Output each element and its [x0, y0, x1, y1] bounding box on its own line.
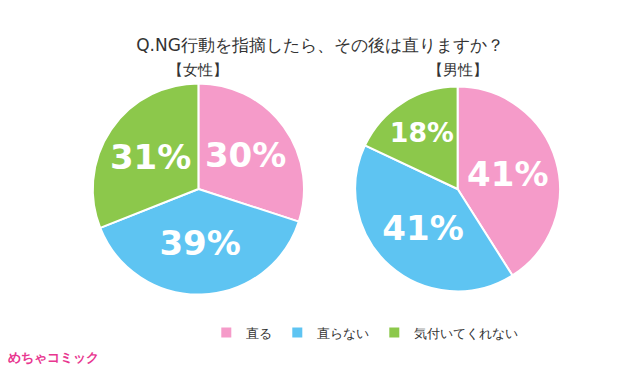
svg-text:41%: 41%	[382, 208, 463, 248]
svg-text:気付いてくれない: 気付いてくれない	[414, 326, 518, 341]
svg-text:39%: 39%	[159, 223, 240, 263]
svg-text:直る: 直る	[246, 326, 272, 341]
svg-text:41%: 41%	[467, 154, 548, 194]
svg-text:31%: 31%	[110, 137, 191, 177]
svg-text:Q.NG行動を指摘したら、その後は直りますか？: Q.NG行動を指摘したら、その後は直りますか？	[136, 35, 504, 55]
svg-text:【女性】: 【女性】	[168, 61, 228, 79]
svg-text:【男性】: 【男性】	[428, 61, 488, 79]
svg-text:30%: 30%	[205, 135, 286, 175]
svg-text:直らない: 直らない	[317, 326, 369, 341]
svg-text:めちゃコミック: めちゃコミック	[8, 350, 99, 365]
svg-text:18%: 18%	[390, 117, 454, 148]
